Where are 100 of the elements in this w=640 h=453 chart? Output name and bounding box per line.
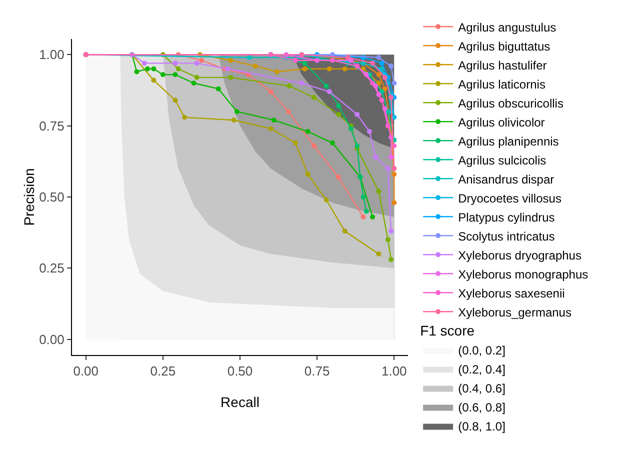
y-tick-label: 1.00 — [39, 47, 64, 62]
y-axis-title: Precision — [21, 168, 37, 226]
point — [376, 55, 382, 60]
point — [348, 126, 354, 132]
point — [354, 64, 360, 69]
x-tick-label: 0.25 — [150, 364, 176, 379]
point — [354, 112, 360, 117]
point — [388, 228, 394, 234]
legend-label: (0.2, 0.4] — [458, 362, 506, 376]
point — [302, 66, 308, 72]
point — [302, 60, 308, 66]
y-tick-label: 0.75 — [39, 118, 64, 134]
point — [228, 74, 234, 80]
point — [225, 66, 230, 72]
legend-label: Xyleborus dryographus — [458, 248, 582, 262]
point — [198, 58, 204, 63]
point — [160, 72, 166, 78]
point — [326, 66, 332, 72]
point — [194, 60, 200, 66]
legend-label: Agrilus angustulus — [458, 20, 556, 34]
point — [286, 109, 291, 114]
point — [182, 114, 188, 120]
point — [292, 140, 298, 146]
legend-label: Xyleborus_germanus — [458, 305, 572, 320]
point — [326, 89, 332, 94]
legend-label: Platypus cylindrus — [458, 210, 555, 224]
point — [376, 72, 382, 78]
point — [370, 80, 376, 86]
point — [336, 174, 341, 180]
legend-label: (0.8, 1.0] — [458, 419, 506, 434]
point — [382, 86, 388, 92]
point — [134, 69, 140, 74]
point — [336, 103, 342, 108]
x-tick-label: 1.00 — [381, 364, 407, 379]
point — [364, 208, 369, 214]
point — [342, 66, 348, 72]
point — [373, 154, 378, 160]
point — [268, 89, 274, 94]
y-tick-label: 0.00 — [39, 332, 64, 347]
x-tick-label: 0.50 — [227, 364, 253, 379]
point — [228, 58, 234, 63]
point — [324, 197, 329, 202]
point — [366, 129, 372, 134]
legend-label: Agrilus planipennis — [458, 134, 559, 148]
point — [376, 251, 382, 256]
legend-label: Agrilus hastulifer — [458, 58, 547, 72]
point — [311, 143, 316, 148]
point — [172, 72, 178, 78]
point — [354, 143, 360, 148]
point — [388, 154, 394, 160]
point — [360, 214, 366, 220]
point — [151, 66, 156, 72]
y-tick-label: 0.25 — [39, 260, 64, 276]
point — [299, 80, 304, 86]
legend-label: Xyleborus monographus — [458, 267, 588, 282]
point — [151, 78, 156, 83]
point — [392, 200, 397, 206]
point — [388, 94, 394, 100]
point — [342, 228, 348, 234]
point — [385, 166, 390, 172]
point — [271, 118, 276, 123]
point — [311, 94, 316, 100]
point — [292, 58, 298, 63]
point — [392, 172, 397, 177]
point — [336, 112, 342, 117]
point — [379, 98, 384, 103]
point — [145, 66, 150, 72]
point — [392, 80, 397, 86]
point — [305, 129, 310, 134]
legend-label: (0.4, 0.6] — [458, 381, 506, 396]
legend-label: Agrilus obscuricollis — [458, 96, 564, 110]
x-tick-label: 0.00 — [73, 364, 99, 379]
point — [385, 237, 390, 242]
point — [194, 74, 200, 80]
point — [231, 118, 236, 123]
legend-label: (0.0, 0.2] — [458, 343, 506, 358]
point — [252, 64, 258, 69]
point — [216, 86, 221, 92]
point — [330, 140, 335, 146]
legend-label: Dryocoetes villosus — [458, 191, 562, 206]
point — [388, 64, 394, 69]
legend-label: Xyleborus saxesenii — [458, 286, 565, 300]
x-axis-title: Recall — [220, 394, 260, 410]
legend-label: Agrilus biguttatus — [458, 39, 550, 54]
legend-title: F1 score — [420, 322, 475, 338]
point — [234, 109, 240, 114]
point — [172, 98, 178, 103]
x-tick-label: 0.75 — [304, 364, 330, 379]
legend-label: Scolytus intricatus — [458, 229, 555, 244]
point — [142, 60, 147, 66]
point — [370, 214, 376, 220]
legend-label: Agrilus laticornis — [458, 77, 546, 92]
point — [305, 172, 310, 177]
legend-label: (0.6, 0.8] — [458, 400, 506, 414]
point — [385, 123, 390, 128]
point — [360, 194, 366, 200]
point — [172, 60, 178, 66]
point — [176, 66, 181, 72]
y-tick-label: 0.50 — [39, 190, 64, 205]
point — [191, 80, 196, 86]
